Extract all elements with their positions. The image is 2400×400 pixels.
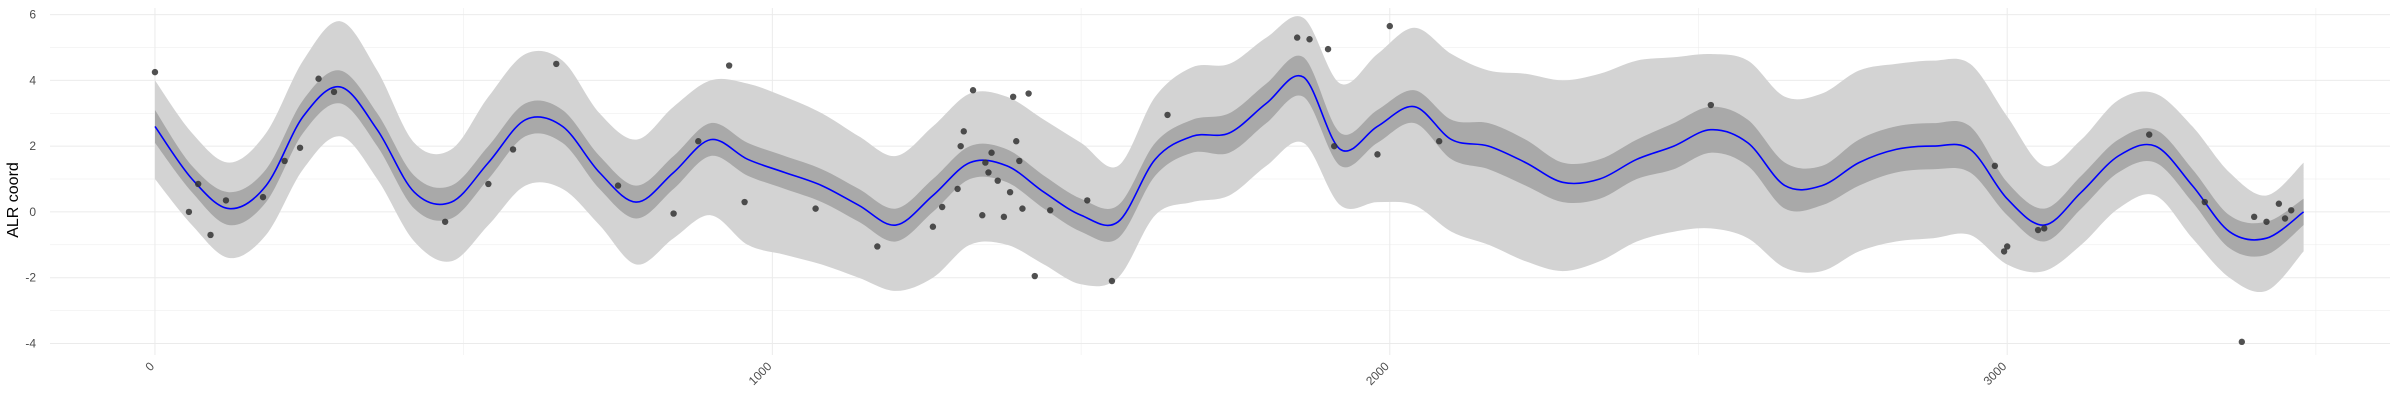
data-point [1164,111,1171,119]
data-point [985,169,992,176]
outer-band-area [155,16,2304,293]
outer-confidence-band [155,16,2304,293]
data-point [296,144,304,151]
data-point [185,208,193,216]
data-point [1006,188,1014,196]
data-point [1707,101,1715,109]
data-point [441,218,449,225]
data-point [485,180,492,188]
x-tick-label: 1000 [746,359,775,388]
x-tick-label: 3000 [1981,359,2010,388]
data-point [553,60,560,68]
y-tick-label: -4 [25,336,36,350]
observation-points [151,22,2295,346]
data-point [695,138,702,145]
data-point [1031,272,1038,280]
y-tick-label: -2 [25,271,36,285]
data-point [222,197,230,204]
data-point [960,128,967,135]
data-point [741,198,748,206]
data-point [509,146,517,153]
y-tick-label: 4 [29,73,36,87]
data-point [957,142,964,150]
data-point [1435,138,1443,145]
data-point [1374,151,1381,158]
data-point [1009,93,1017,101]
data-point [2004,243,2011,250]
data-point [670,210,677,217]
data-point [969,87,977,94]
data-point [2275,200,2283,207]
data-point [725,62,733,69]
data-point [2238,338,2246,346]
data-point [954,185,961,193]
data-point [1331,142,1338,150]
data-point [1324,45,1332,53]
data-point [259,193,267,201]
data-point [2281,215,2289,222]
data-point [1991,162,1999,170]
data-point [281,157,288,165]
data-point [1013,138,1020,145]
mean-line [154,74,2305,241]
data-point [1019,205,1026,212]
data-point [938,203,946,211]
data-point [1306,36,1313,43]
data-point [1108,277,1116,285]
y-tick-label: 0 [29,205,36,219]
data-point [2000,248,2008,255]
mean-curve [154,74,2305,241]
data-point [2146,131,2153,138]
data-point [1025,90,1032,97]
y-tick-label: 2 [29,139,36,153]
data-point [812,205,819,212]
x-tick-label: 2000 [1363,359,1392,388]
data-point [1047,207,1054,214]
data-point [315,75,322,82]
data-point [151,68,159,76]
data-point [2288,207,2295,214]
data-point [2041,225,2048,232]
data-point [994,177,1001,184]
data-point [2250,213,2258,221]
data-point [614,182,622,189]
data-point [1016,157,1023,165]
data-point [2263,218,2270,225]
data-point [929,223,937,230]
data-point [330,88,338,96]
y-axis-ticks: -4 -2 0 2 4 6 [25,8,36,351]
y-axis-title: ALR coord [5,162,22,238]
x-axis-ticks: 0 1000 2000 3000 [142,359,2009,388]
data-point [207,231,214,239]
x-tick-label: 0 [142,359,157,374]
data-point [2201,198,2208,206]
y-tick-label: 6 [29,8,36,22]
data-point [1293,34,1301,41]
data-point [1000,213,1008,221]
data-point [1084,197,1091,204]
data-point [979,212,986,219]
data-point [194,180,202,188]
data-point [2034,226,2042,234]
data-point [982,159,989,166]
data-point [988,149,995,156]
data-point [1386,22,1393,30]
data-point [874,243,881,250]
